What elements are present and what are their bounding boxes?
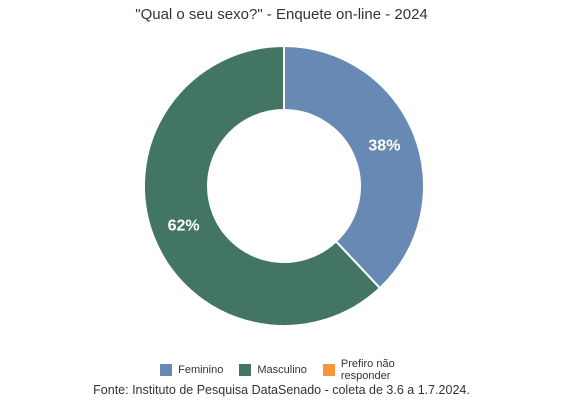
legend-label-prefiro-nao-responder: Prefiro não responder [340,358,395,382]
legend-label-masculino: Masculino [257,364,307,376]
legend-swatch-masculino [239,364,252,376]
source-note: Fonte: Instituto de Pesquisa DataSenado … [93,383,470,397]
legend-label-feminino: Feminino [178,364,224,376]
legend-item-masculino: Masculino [239,358,307,382]
legend-swatch-prefiro-nao-responder [322,364,335,376]
slice-feminino [283,44,425,290]
legend: Feminino Masculino Prefiro não responder [0,358,563,382]
legend-item-prefiro-nao-responder: Prefiro não responder [322,358,403,382]
legend-item-feminino: Feminino [160,358,223,382]
data-label-feminino: 38% [368,138,400,155]
data-label-masculino: 62% [168,217,200,234]
chart-title: "Qual o seu sexo?" - Enquete on-line - 2… [135,6,428,23]
legend-swatch-feminino [160,364,173,376]
slice-masculino [143,44,382,327]
